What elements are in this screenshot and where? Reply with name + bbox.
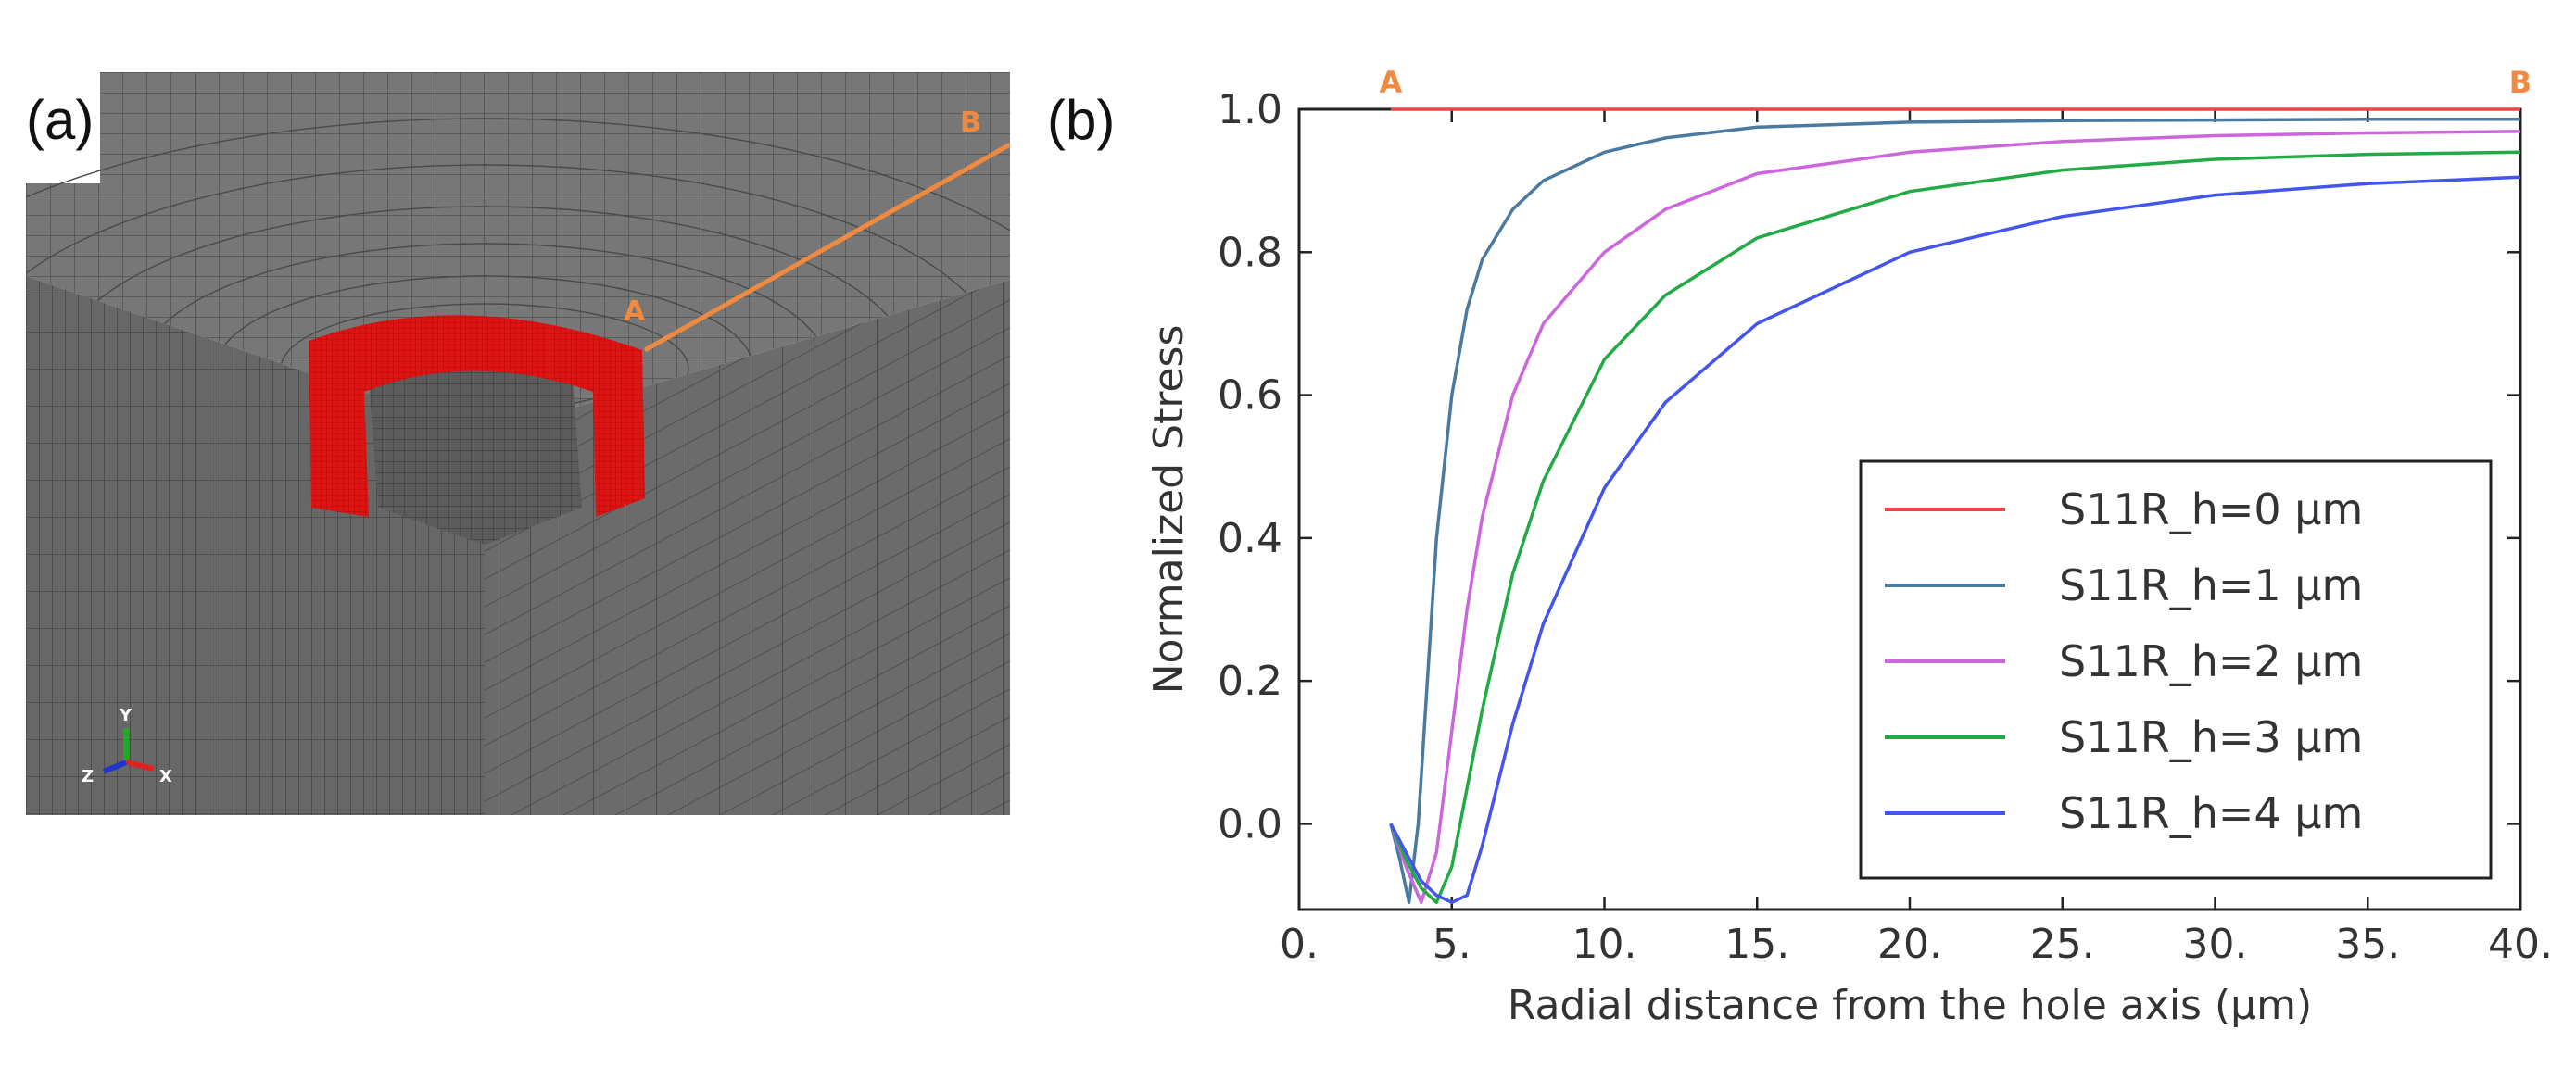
y-axis-label: Normalized Stress	[1145, 325, 1193, 695]
axis-triad: Y Z X	[82, 706, 172, 786]
mesh-top-face	[26, 72, 1010, 433]
axis-x-label: X	[159, 767, 172, 786]
legend-label-0: S11R_h=0 µm	[2059, 484, 2363, 534]
x-tick-label: 15.	[1724, 921, 1789, 968]
axis-y-label: Y	[119, 706, 133, 725]
legend-label-4: S11R_h=4 µm	[2059, 788, 2363, 838]
mesh-left-face	[26, 276, 485, 815]
axis-z-label: Z	[82, 767, 94, 786]
mesh-hole-region	[369, 364, 582, 545]
point-a-label: A	[624, 295, 646, 328]
y-tick-label: 0.2	[1218, 658, 1282, 705]
chart-svg: 0. 5. 10. 15. 20. 25. 30. 35. 40. 0.0 0.2 0.4 0.6 0.8…	[1145, 65, 2553, 1029]
annotation-b: B	[2509, 65, 2532, 100]
annotation-a: A	[1379, 65, 1402, 100]
mesh-figure: A B Y Z X	[0, 72, 1116, 815]
series-line-1	[1389, 118, 2520, 905]
panel-a-label: (a)	[26, 89, 95, 151]
hole-ring	[309, 315, 645, 517]
x-tick-label: 30.	[2183, 921, 2248, 968]
x-tick-label: 20.	[1877, 921, 1942, 968]
stress-chart: 0. 5. 10. 15. 20. 25. 30. 35. 40. 0.0 0.2 0.4 0.6 0.8…	[1103, 37, 2576, 1076]
y-tick-label: 1.0	[1218, 86, 1282, 133]
legend-label-1: S11R_h=1 µm	[2059, 560, 2363, 610]
series-line-4	[1389, 175, 2521, 905]
x-tick-label: 10.	[1572, 921, 1637, 968]
mesh-svg: A B Y Z X	[0, 72, 1116, 815]
y-tick-label: 0.6	[1218, 372, 1282, 420]
legend-label-3: S11R_h=3 µm	[2059, 712, 2363, 762]
legend-box	[1859, 459, 2493, 880]
x-tick-label: 5.	[1433, 921, 1471, 968]
series-line-2	[1389, 130, 2521, 905]
x-tick-label: 0.	[1280, 921, 1319, 968]
panel-b-label: (b)	[1047, 89, 1116, 151]
y-tick-label: 0.0	[1218, 800, 1282, 848]
series-line-3	[1389, 150, 2521, 905]
legend-label-2: S11R_h=2 µm	[2059, 636, 2363, 686]
y-tick-label: 0.8	[1218, 229, 1282, 276]
point-b-label: B	[960, 107, 981, 139]
y-tick-label: 0.4	[1218, 515, 1282, 562]
x-tick-label: 25.	[2030, 921, 2095, 968]
x-tick-label: 35.	[2335, 921, 2400, 968]
path-line-ab	[643, 142, 1012, 353]
x-tick-label: 40.	[2488, 921, 2553, 968]
x-axis-label: Radial distance from the hole axis (µm)	[1508, 982, 2312, 1029]
